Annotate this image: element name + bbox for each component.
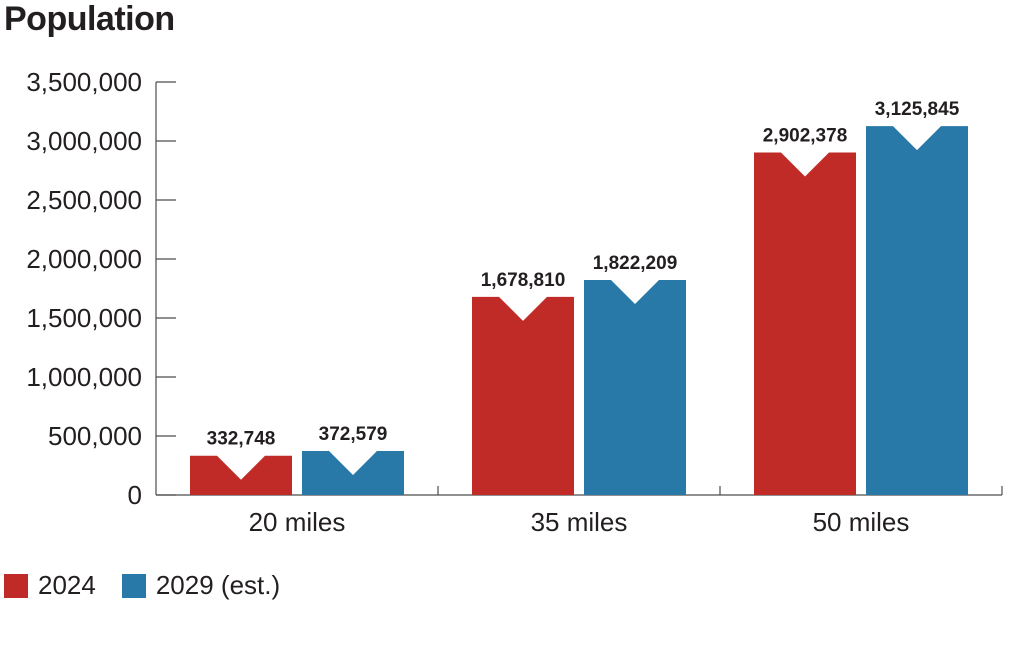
chart-axes: 0 500,000 1,000,000 1,500,000 2,000,000 2,500… — [26, 67, 1003, 537]
legend-label-2024: 2024 — [38, 570, 96, 600]
bar-2029-est--20-miles — [302, 451, 404, 495]
chart-bars — [190, 126, 968, 495]
data-label: 1,678,810 — [481, 270, 566, 291]
legend-swatch-2024 — [4, 573, 28, 598]
legend-label-2029-est: 2029 (est.) — [155, 570, 281, 600]
data-label: 1,822,209 — [593, 253, 678, 274]
bar-2029-est--35-miles — [584, 279, 686, 495]
bar-2024-35-miles — [472, 296, 574, 495]
bar-2024-20-miles — [190, 455, 292, 495]
x-tick-label: 35 miles — [531, 507, 628, 537]
data-label: 3,125,845 — [875, 99, 960, 120]
chart-data-labels: 332,748 372,579 1,678,810 1,822,209 2,902,37… — [207, 99, 960, 450]
legend-swatch-2029-est — [121, 573, 146, 598]
data-label: 372,579 — [319, 424, 388, 445]
data-label: 2,902,378 — [763, 126, 848, 147]
bar-2024-50-miles — [754, 152, 856, 495]
chart-title: Population — [4, 0, 175, 38]
data-label: 332,748 — [207, 429, 276, 450]
y-tick-label: 3,000,000 — [26, 126, 142, 156]
legend-item-2024: 2024 — [4, 570, 96, 601]
y-tick-label: 500,000 — [48, 421, 142, 451]
y-tick-label: 0 — [128, 480, 142, 510]
x-tick-label: 20 miles — [249, 507, 346, 537]
chart-legend: 2024 2029 (est.) — [4, 570, 306, 601]
y-tick-label: 1,000,000 — [26, 362, 142, 392]
bar-chart: 0 500,000 1,000,000 1,500,000 2,000,000 2,500… — [26, 67, 1003, 537]
y-tick-label: 1,500,000 — [26, 303, 142, 333]
legend-item-2029-est: 2029 (est.) — [121, 570, 281, 601]
x-tick-label: 50 miles — [813, 507, 910, 537]
y-tick-label: 2,000,000 — [26, 244, 142, 274]
y-tick-label: 2,500,000 — [26, 185, 142, 215]
bar-2029-est--50-miles — [866, 126, 968, 495]
y-tick-label: 3,500,000 — [26, 67, 142, 97]
